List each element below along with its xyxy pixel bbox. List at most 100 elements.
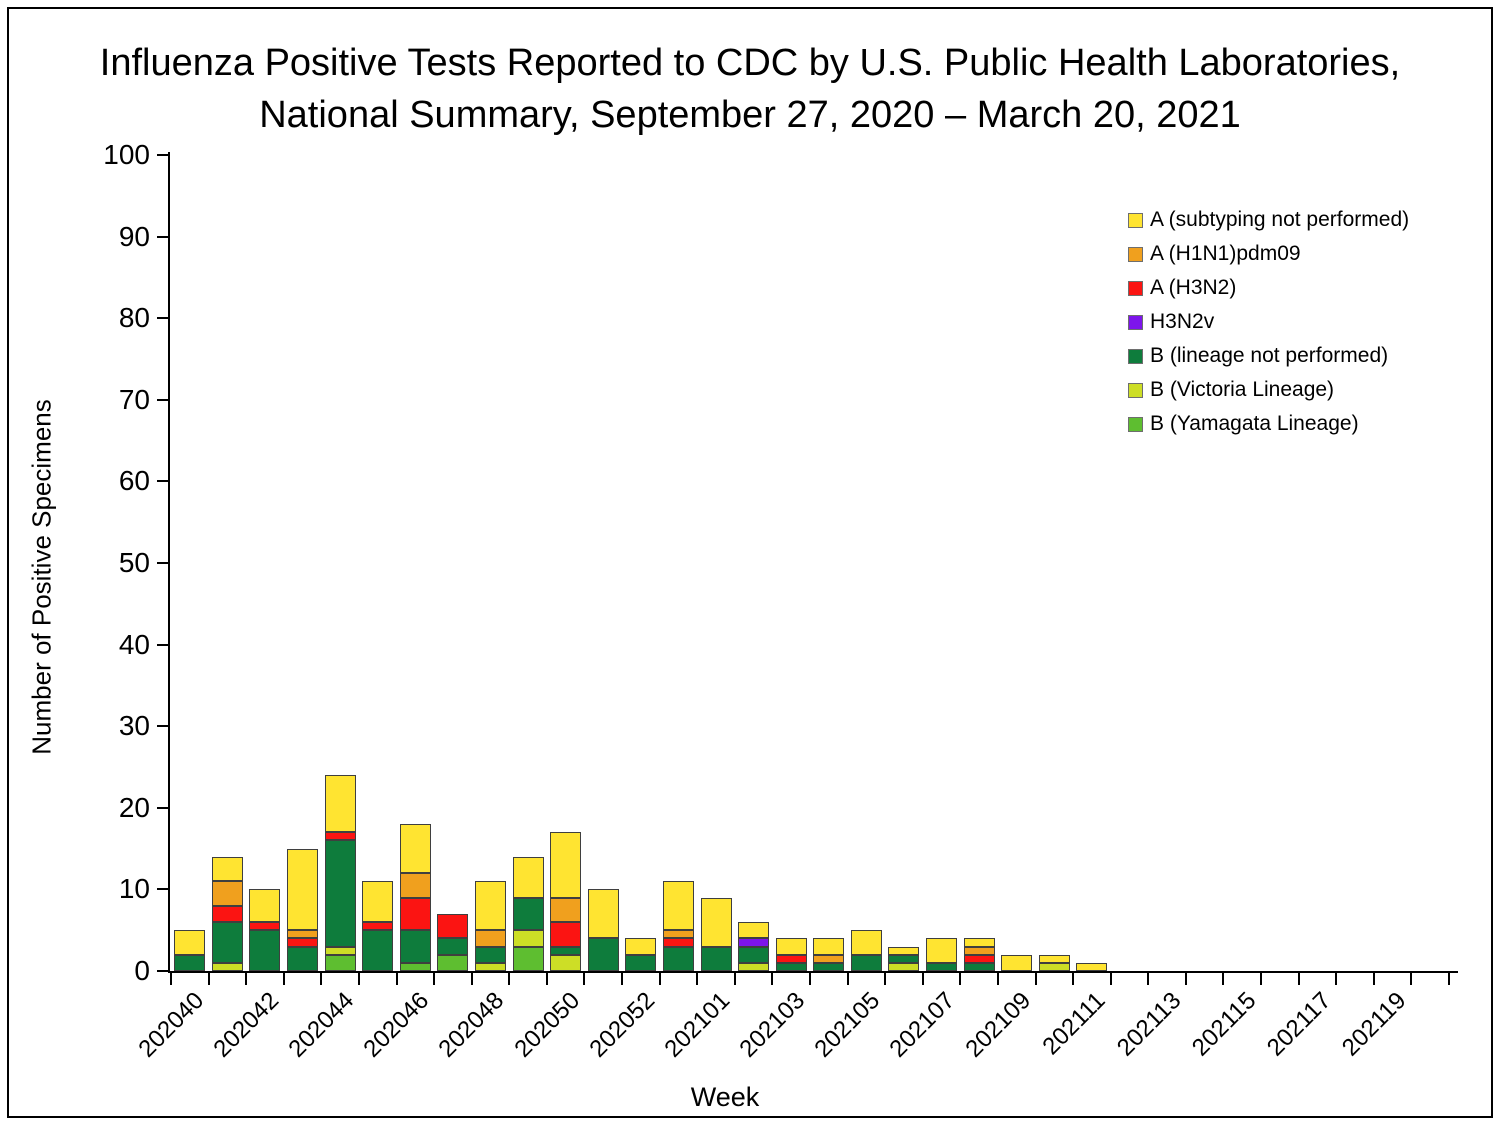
x-axis-tick [1222,973,1225,985]
legend-swatch-icon [1128,348,1143,364]
y-axis-tick-label: 80 [118,302,150,334]
bar-segment [512,930,544,947]
x-axis-category-label: 202117 [1262,987,1337,1062]
x-axis-tick [545,973,548,985]
bar-segment [1001,954,1033,971]
bar-segment [324,954,356,971]
y-axis-tick [157,398,169,401]
bar-segment [399,962,431,971]
bar-segment [888,946,920,955]
y-axis-tick-label: 60 [118,465,150,497]
bar-segment [249,930,281,971]
legend-item-label: A (H3N2) [1150,276,1237,299]
bar-segment [587,938,619,971]
bar-segment [475,962,506,971]
x-axis-tick [733,973,736,985]
y-axis-tick [157,970,169,972]
y-axis-tick [157,562,169,564]
legend-item-label: B (Victoria Lineage) [1150,378,1335,401]
bar-segment [287,946,319,971]
bar-segment [211,856,243,882]
x-axis-category-label: 202111 [1037,987,1112,1061]
y-axis-tick [157,725,169,728]
y-axis-tick-label: 30 [118,710,150,742]
x-axis-category-label: 202105 [809,987,886,1063]
y-axis-tick-label: 100 [103,139,150,170]
bar-segment [888,962,920,971]
bar-segment [1038,954,1070,963]
bar-segment [211,922,243,963]
legend-swatch-icon [1128,212,1143,228]
bar-segment [174,930,206,955]
bar-segment [963,938,995,947]
x-axis-tick [771,973,774,985]
bar-segment [662,881,694,931]
y-axis-tick-label: 50 [118,547,150,578]
legend-item: B (lineage not performed) [1128,339,1409,373]
x-axis-title: Week [690,1082,760,1112]
x-axis-tick [996,973,999,985]
bar-segment [211,881,243,906]
x-axis-tick [1109,973,1112,985]
legend-item: A (H3N2) [1128,271,1409,305]
chart-title-line-1: Influenza Positive Tests Reported to CDC… [99,42,1401,84]
bar-segment [813,954,845,963]
bar-segment [963,954,995,963]
bar-segment [625,954,657,971]
x-axis-category-label: 202044 [283,987,360,1063]
x-axis-tick [1297,973,1300,985]
bar-segment [475,946,506,963]
bar-segment [775,938,807,955]
bar-segment [362,922,394,931]
bar-segment [287,930,319,939]
y-axis-title: Number of Positive Specimens [26,399,57,755]
x-axis-tick [282,973,285,985]
bar-segment [362,930,394,971]
x-axis-tick [583,973,586,985]
x-axis-tick [1335,973,1338,985]
y-axis-tick [157,317,169,320]
y-axis-line [168,152,170,973]
bar-segment [963,962,995,971]
x-axis-category-label: 202052 [584,987,660,1063]
x-axis-tick [320,973,323,985]
x-axis-category-label: 202046 [358,987,435,1063]
bar-segment [324,946,356,955]
bar-segment [550,954,582,971]
bar-segment [399,824,431,874]
y-axis-tick [157,888,169,891]
x-axis-tick [809,973,811,985]
legend-item: B (Yamagata Lineage) [1128,407,1409,441]
x-axis-category-label: 202119 [1337,987,1412,1062]
legend-item: A (subtyping not performed) [1128,203,1409,237]
legend-item: H3N2v [1128,305,1409,339]
bar-segment [324,832,356,841]
bar-segment [888,954,920,963]
x-axis-tick [1184,973,1187,985]
y-axis-tick [157,154,169,156]
x-axis-tick [207,973,210,985]
bar-segment [550,946,582,955]
legend-swatch-icon [1128,246,1143,262]
y-axis-tick-label: 90 [118,220,150,252]
x-axis-line [168,971,1458,973]
y-axis-tick-label: 20 [118,791,150,823]
bar-segment [174,954,206,971]
bar-segment [963,946,995,955]
bar-segment [249,889,281,923]
x-axis-tick [1410,973,1413,985]
bar-segment [662,930,694,939]
x-axis-tick [1034,973,1037,985]
bar-segment [475,930,506,947]
x-axis-category-label: 202101 [659,987,736,1063]
bar-segment [362,881,394,923]
bar-segment [1038,962,1070,971]
bar-segment [926,938,958,963]
bar-segment [324,840,356,947]
x-axis-tick [433,973,436,985]
bar-segment [775,954,807,963]
y-axis-tick-label: 70 [118,383,150,415]
y-axis-tick-label: 40 [118,628,150,660]
x-axis-category-label: 202040 [133,987,209,1063]
y-axis-tick-label: 0 [134,955,150,986]
